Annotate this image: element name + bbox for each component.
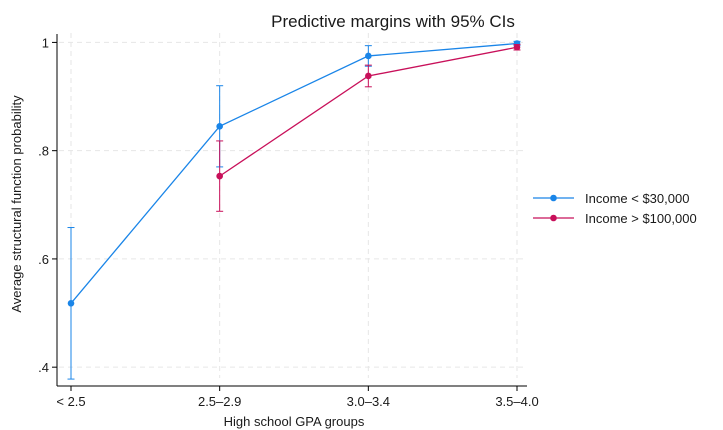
- x-tick-label: < 2.5: [56, 394, 85, 409]
- legend-label: Income > $100,000: [585, 211, 697, 226]
- legend-label: Income < $30,000: [585, 191, 689, 206]
- data-point: [67, 300, 75, 307]
- data-point: [365, 72, 372, 80]
- x-tick-label: 2.5–2.9: [198, 394, 241, 409]
- legend-swatch-marker: [550, 214, 557, 222]
- chart-title: Predictive margins with 95% CIs: [271, 12, 515, 31]
- y-tick-label: .4: [38, 360, 49, 375]
- data-point: [216, 123, 223, 130]
- x-tick-label: 3.5–4.0: [495, 394, 538, 409]
- x-axis-title: High school GPA groups: [224, 414, 365, 429]
- series-line: [70, 42, 518, 304]
- legend-swatch-marker: [550, 194, 557, 202]
- plot-area: [67, 40, 521, 380]
- y-tick-label: .6: [38, 252, 49, 267]
- data-point: [365, 52, 372, 60]
- y-tick-label: 1: [42, 35, 49, 50]
- y-tick-label: .8: [38, 144, 49, 159]
- axes: .4 .6 .8 1 < 2.5 2.5–2.9 3.0–3.4 3.5–4.0: [38, 34, 539, 409]
- legend-item: Income > $100,000: [533, 211, 697, 226]
- y-axis-title: Average structural function probability: [9, 95, 24, 313]
- legend: Income < $30,000 Income > $100,000: [533, 191, 697, 226]
- series-2: [216, 43, 521, 212]
- legend-item: Income < $30,000: [533, 191, 689, 206]
- x-tick-label: 3.0–3.4: [347, 394, 390, 409]
- data-point: [513, 43, 521, 51]
- data-point: [216, 172, 223, 180]
